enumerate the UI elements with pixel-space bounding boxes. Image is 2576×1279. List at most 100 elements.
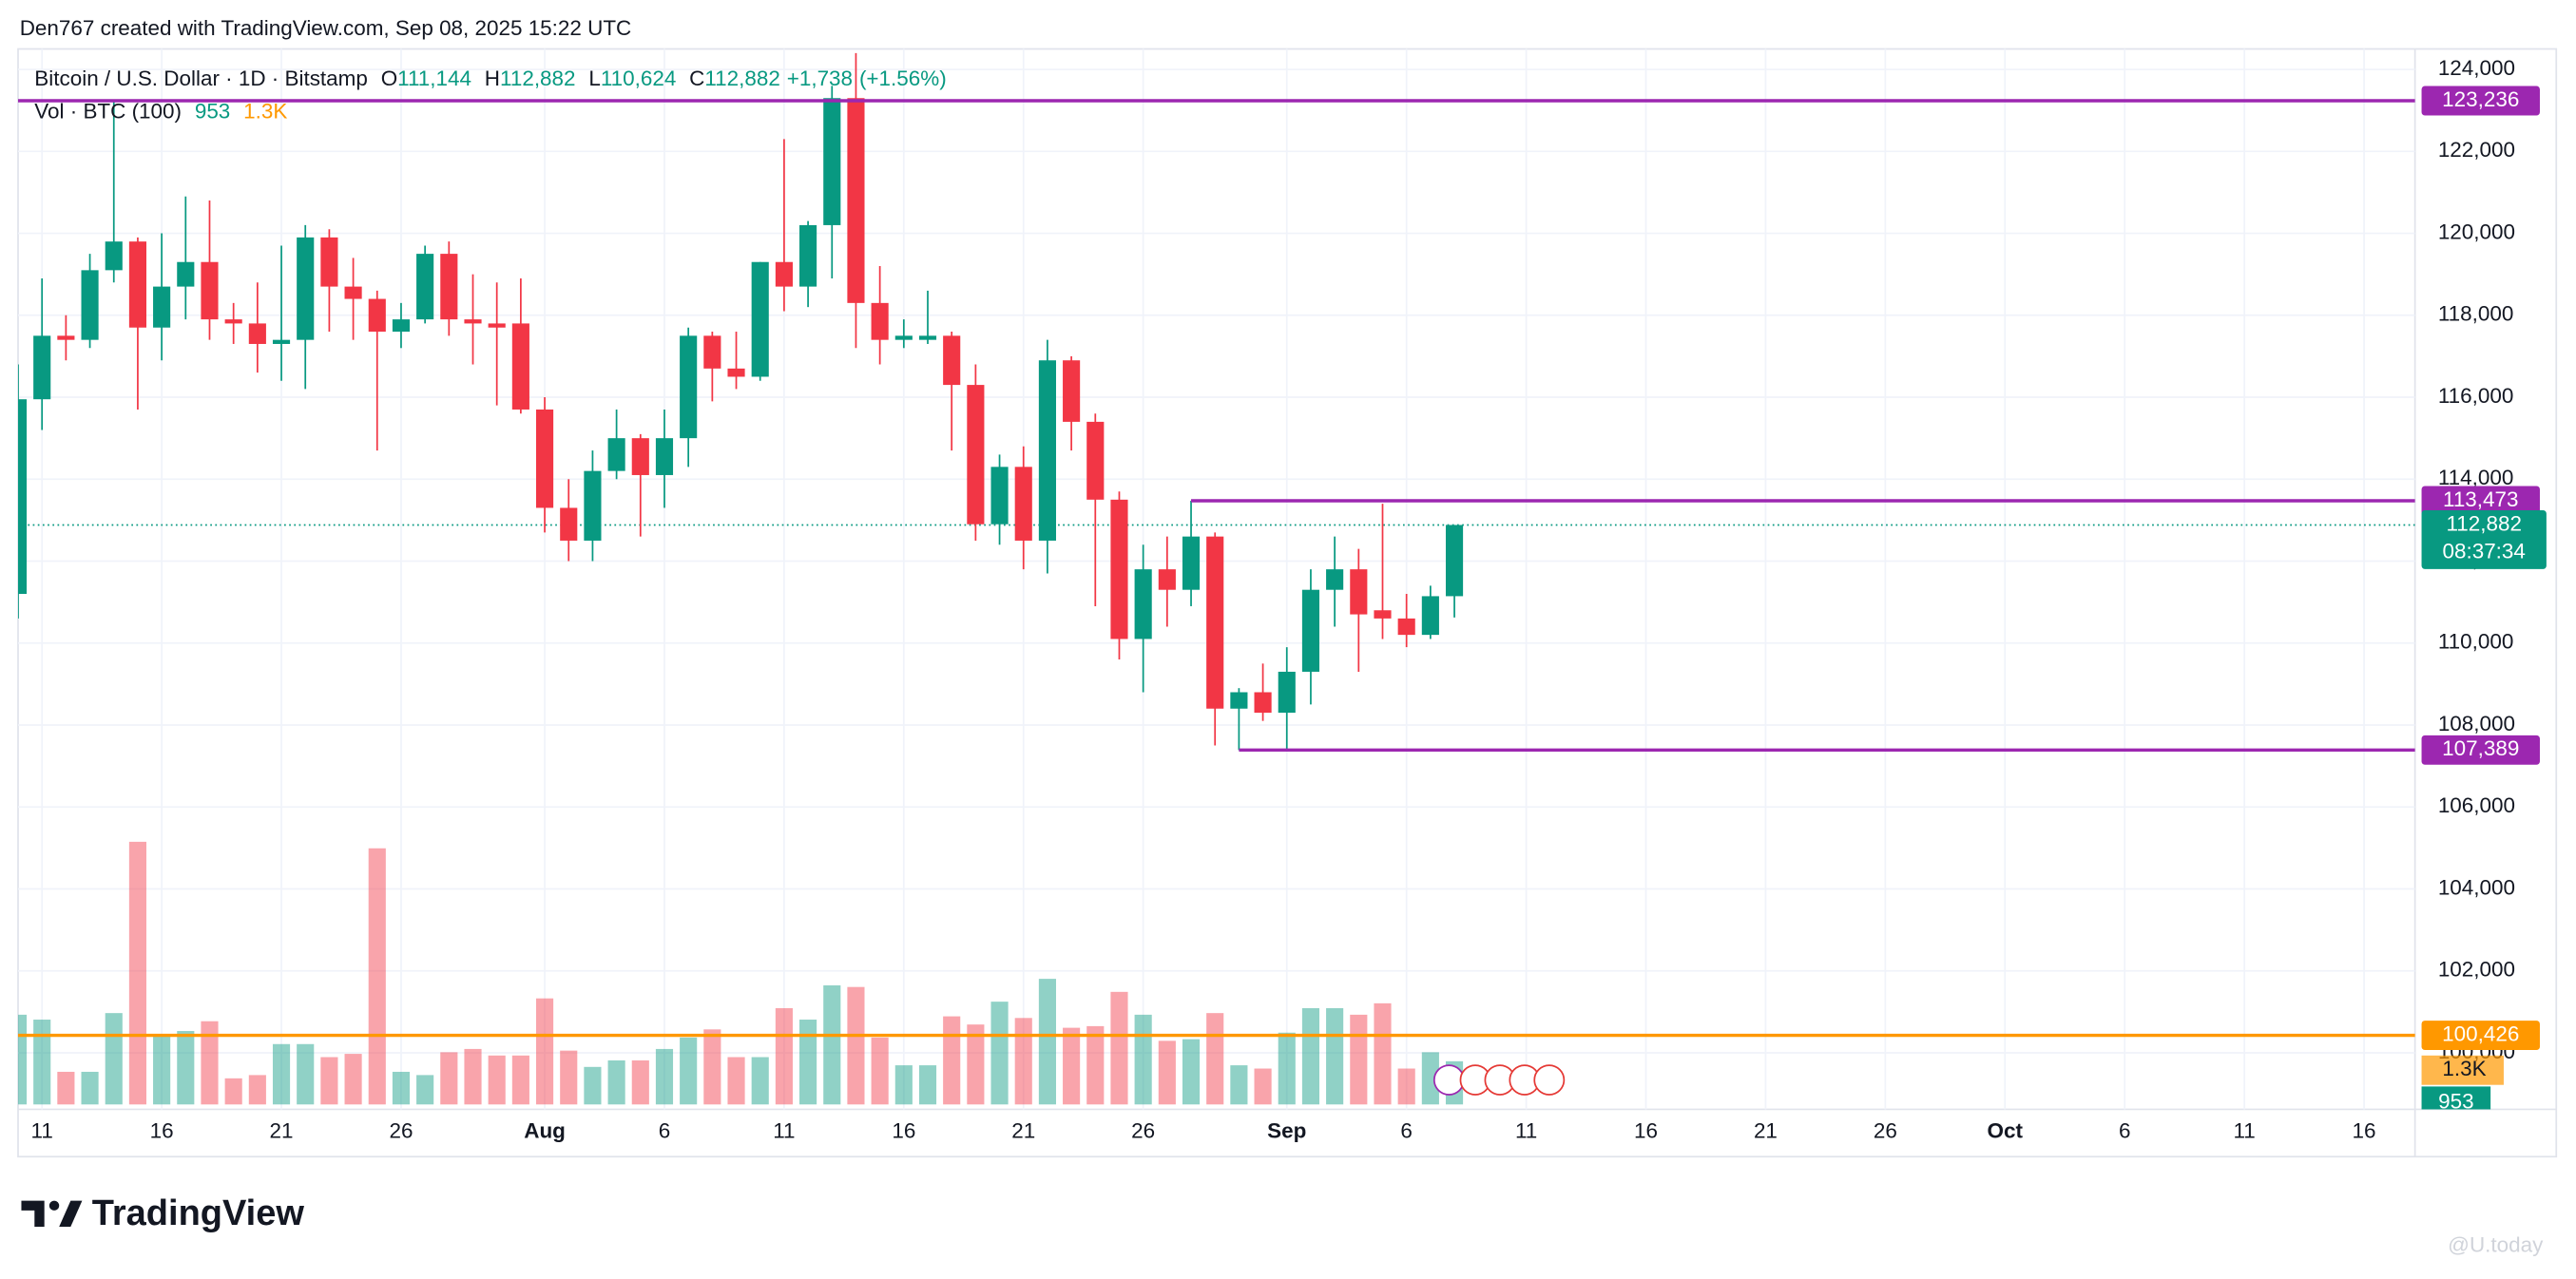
volume-bar (918, 1065, 937, 1105)
candle-body (631, 438, 649, 475)
x-tick-label: 11 (773, 1118, 795, 1142)
volume-legend-ma: 1.3K (243, 99, 287, 123)
candle-body (1158, 569, 1176, 590)
volume-bar (81, 1071, 99, 1105)
y-tick-label: 116,000 (2438, 384, 2513, 408)
candle-body (918, 335, 937, 340)
level-label-text: 100,426 (2442, 1022, 2519, 1046)
level-label-box (2421, 1021, 2540, 1051)
volume-bar (990, 1002, 1009, 1105)
volume-bar (1158, 1040, 1176, 1105)
candle-body (57, 335, 75, 340)
x-tick-label: 6 (2119, 1118, 2130, 1142)
volume-bar (1326, 1008, 1344, 1105)
candle-body (535, 409, 554, 508)
candle-body (1397, 618, 1415, 636)
volume-bar (775, 1008, 793, 1105)
level-label-text: 113,473 (2443, 487, 2518, 511)
candle-body (511, 323, 529, 410)
y-tick-label: 106,000 (2438, 793, 2515, 817)
ohlc-value: 111,144 (397, 67, 471, 90)
legend-line-1: Bitcoin / U.S. Dollar · 1D · Bitstamp O11… (34, 67, 946, 90)
candle-body (488, 323, 506, 328)
candle-body (847, 98, 865, 303)
candle-body (967, 385, 985, 525)
candle-body (799, 224, 817, 287)
level-label-box (2421, 735, 2540, 765)
ohlc-name: H (485, 67, 500, 90)
level-label-box (2421, 86, 2540, 116)
candle-body (18, 399, 28, 595)
volume-bar (1063, 1027, 1081, 1105)
candle-body (1086, 421, 1105, 500)
plot (18, 48, 2415, 1110)
x-tick-label: 16 (150, 1118, 174, 1142)
ohlc-name: O (381, 67, 397, 90)
candle-body (440, 254, 458, 320)
volume-bar (1086, 1025, 1105, 1105)
volume-bar (416, 1075, 434, 1105)
y-tick-label: 104,000 (2438, 875, 2515, 899)
level-label-text: 123,236 (2442, 87, 2519, 111)
volume-bar (105, 1013, 123, 1105)
candle-body (201, 261, 219, 320)
countdown: 08:37:34 (2443, 540, 2526, 563)
y-tick-label: 120,000 (2438, 220, 2515, 244)
x-tick-label: 26 (1874, 1118, 1897, 1142)
change-pct: (+1.56%) (859, 67, 947, 90)
volume-bar (943, 1016, 961, 1105)
volume-bar (823, 984, 841, 1105)
candle-body (128, 241, 146, 328)
candle-body (655, 438, 674, 475)
volume-bar (1134, 1014, 1152, 1105)
volume-ma-box (2421, 1055, 2504, 1085)
volume-bar (584, 1066, 602, 1105)
volume-bar (680, 1037, 698, 1105)
volume-bar (392, 1071, 411, 1105)
volume-bar (177, 1031, 195, 1105)
x-tick-label: Sep (1267, 1118, 1306, 1142)
candle-body (1374, 610, 1392, 619)
candle-body (680, 335, 698, 439)
volume-bar (631, 1059, 649, 1105)
volume-bar (1182, 1039, 1201, 1105)
candle-body (464, 319, 482, 324)
candle-body (1301, 589, 1320, 672)
candle-body (1278, 671, 1296, 714)
last-price-label: 112,882 (2446, 511, 2521, 535)
volume-bar (488, 1055, 506, 1105)
x-tick-label: Aug (524, 1118, 566, 1142)
volume-legend-name: Vol · BTC (100) (34, 99, 182, 123)
candle-body (416, 254, 434, 320)
volume-bar (1397, 1068, 1415, 1105)
volume-bar (128, 841, 146, 1105)
candle-body (1445, 525, 1464, 597)
volume-bar (1038, 979, 1056, 1105)
y-tick-label: 118,000 (2438, 302, 2513, 326)
volume-bar (727, 1057, 745, 1105)
x-tick-label: 26 (1131, 1118, 1155, 1142)
logo-mark (21, 1200, 83, 1228)
candle-body (272, 339, 291, 344)
volume-bar (153, 1036, 171, 1105)
volume-bar (201, 1021, 219, 1105)
volume-box (2421, 1086, 2491, 1110)
candle-body (105, 241, 123, 271)
candle-body (990, 467, 1009, 525)
candle-body (224, 319, 242, 324)
ohlc-name: C (689, 67, 704, 90)
level-label-text: 107,389 (2442, 736, 2519, 760)
volume-bar (871, 1037, 889, 1105)
volume-bar (1421, 1052, 1439, 1105)
candle-body (1134, 569, 1152, 640)
x-tick-label: 21 (1011, 1118, 1035, 1142)
candle-body (607, 438, 625, 471)
volume-bar (1014, 1018, 1032, 1105)
candle-body (871, 302, 889, 340)
volume-bar (272, 1043, 291, 1105)
candle-body (392, 319, 411, 333)
volume-bar (320, 1057, 338, 1105)
candle-body (1014, 467, 1032, 541)
volume-bar (344, 1054, 362, 1105)
candle-body (297, 237, 315, 340)
